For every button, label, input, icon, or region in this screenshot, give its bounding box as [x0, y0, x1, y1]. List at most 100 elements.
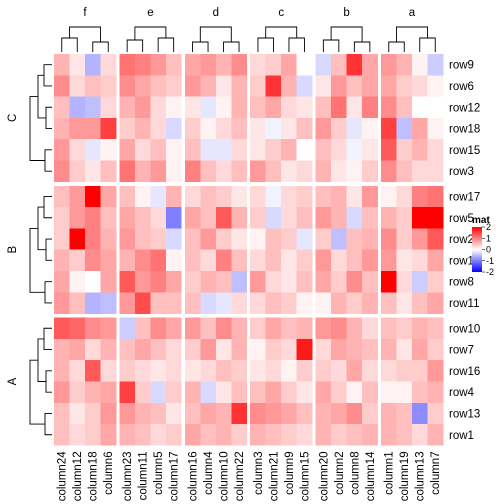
heatmap-cell	[54, 139, 70, 161]
heatmap-cell	[331, 381, 347, 404]
heatmap-cell	[200, 317, 217, 340]
heatmap-cell	[54, 360, 70, 382]
heatmap-cell	[396, 96, 413, 119]
heatmap-cell	[119, 54, 136, 76]
heatmap-cell	[54, 381, 70, 404]
heatmap-cell	[412, 249, 428, 272]
heatmap-cell	[119, 402, 136, 425]
heatmap-cell	[265, 139, 282, 161]
heatmap-cell	[250, 424, 266, 446]
heatmap-cell	[231, 207, 248, 229]
heatmap-cell	[362, 228, 378, 250]
heatmap-cell	[69, 139, 86, 161]
heatmap-cell	[346, 228, 363, 250]
heatmap-cell	[281, 317, 297, 340]
heatmap-cell	[381, 402, 397, 425]
row-label: row4	[449, 387, 475, 399]
heatmap-cell	[346, 139, 363, 161]
heatmap-cell	[346, 360, 363, 382]
heatmap-cell	[215, 54, 232, 76]
heatmap-cell	[69, 228, 86, 250]
heatmap-cell	[281, 207, 297, 229]
heatmap-cell	[231, 424, 248, 446]
heatmap-cell	[231, 54, 248, 76]
heatmap-cell	[427, 402, 444, 425]
heatmap-cell	[281, 96, 297, 119]
heatmap-cell	[150, 228, 167, 250]
heatmap-cell	[231, 249, 248, 272]
column-group-label: f	[83, 7, 87, 19]
heatmap-cell	[427, 139, 444, 161]
heatmap-cell	[315, 96, 332, 119]
heatmap-cell	[346, 96, 363, 119]
heatmap-cell	[381, 96, 397, 119]
heatmap-cell	[134, 139, 151, 161]
heatmap-cell	[412, 271, 428, 293]
heatmap-cell	[250, 271, 266, 293]
heatmap-cell	[231, 402, 248, 425]
heatmap-cell	[134, 317, 151, 340]
heatmap-cell	[134, 54, 151, 76]
heatmap-cell	[281, 139, 297, 161]
heatmap-cell	[281, 424, 297, 446]
heatmap-cell	[346, 292, 363, 314]
heatmap-cell	[427, 117, 444, 140]
column-label: column23	[122, 451, 134, 501]
heatmap-cell	[396, 317, 413, 340]
column-label: column13	[415, 451, 427, 501]
heatmap-cell	[265, 424, 282, 446]
heatmap-cell	[150, 317, 167, 340]
heatmap-cell	[250, 249, 266, 272]
heatmap-cell	[200, 185, 217, 208]
heatmap-cell	[346, 271, 363, 293]
heatmap-cell	[412, 117, 428, 140]
heatmap-cell	[150, 360, 167, 382]
heatmap-cell	[315, 402, 332, 425]
heatmap-cell	[412, 139, 428, 161]
heatmap-cell	[427, 424, 444, 446]
heatmap-cell	[100, 381, 117, 404]
heatmap-cell	[54, 160, 70, 183]
heatmap-cell	[427, 75, 444, 97]
heatmap-cell	[362, 381, 378, 404]
heatmap-cell	[150, 75, 167, 97]
heatmap-cell	[412, 424, 428, 446]
heatmap-cell	[331, 338, 347, 361]
heatmap-cell	[184, 96, 201, 119]
heatmap-cell	[150, 402, 167, 425]
heatmap-cell	[134, 75, 151, 97]
heatmap-cell	[200, 249, 217, 272]
heatmap-cell	[134, 207, 151, 229]
heatmap-cell	[134, 402, 151, 425]
heatmap-cells	[54, 54, 444, 446]
heatmap-cell	[281, 402, 297, 425]
heatmap-cell	[362, 249, 378, 272]
heatmap-cell	[381, 360, 397, 382]
heatmap-cell	[362, 271, 378, 293]
heatmap-cell	[69, 185, 86, 208]
heatmap-cell	[54, 185, 70, 208]
row-dendrogram-branch	[29, 327, 52, 436]
heatmap-cell	[200, 381, 217, 404]
heatmap-cell	[150, 249, 167, 272]
row-label: row17	[449, 191, 480, 203]
heatmap-cell	[296, 117, 313, 140]
row-group-label: C	[7, 114, 19, 122]
heatmap-cell	[281, 75, 297, 97]
heatmap-cell	[54, 117, 70, 140]
heatmap-cell	[119, 207, 136, 229]
heatmap-cell	[396, 117, 413, 140]
row-label: row3	[449, 166, 474, 178]
heatmap-cell	[362, 54, 378, 76]
heatmap-cell	[296, 96, 313, 119]
heatmap-cell	[184, 271, 201, 293]
heatmap-cell	[231, 117, 248, 140]
column-group-label: a	[409, 7, 416, 19]
heatmap-cell	[150, 338, 167, 361]
heatmap-cell	[134, 160, 151, 183]
column-label: column17	[169, 451, 181, 501]
column-group-label: b	[343, 7, 349, 19]
heatmap-cell	[215, 424, 232, 446]
legend-tick-label: 1	[486, 233, 491, 243]
heatmap-cell	[200, 75, 217, 97]
